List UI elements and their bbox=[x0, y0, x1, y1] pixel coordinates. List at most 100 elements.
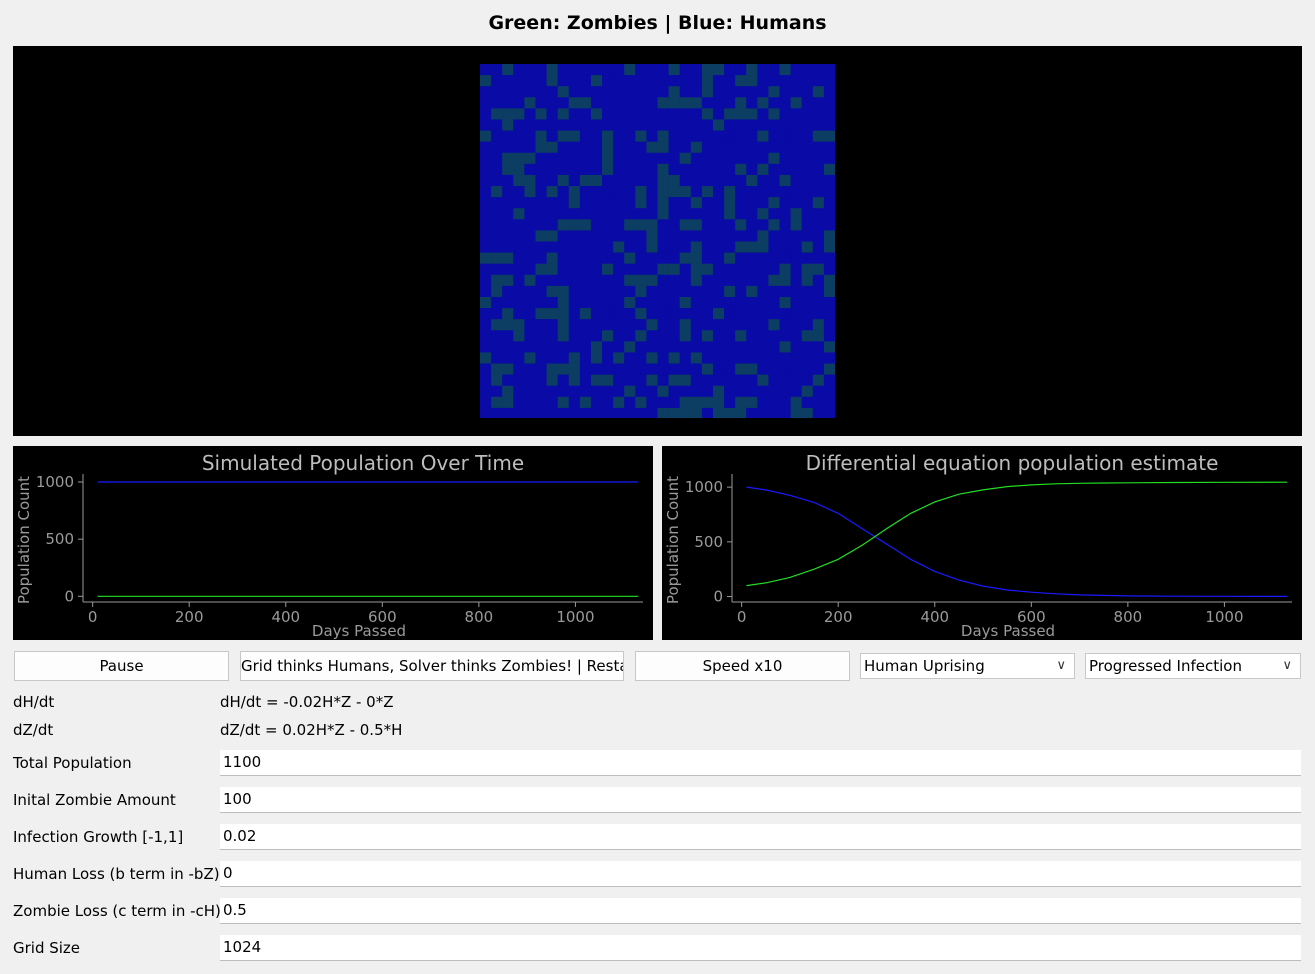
grid-cell bbox=[546, 385, 558, 398]
grid-cell bbox=[602, 385, 614, 398]
grid-cell bbox=[712, 385, 725, 398]
grid-cell bbox=[535, 208, 547, 220]
grid-cell bbox=[679, 263, 692, 276]
grid-cell bbox=[790, 141, 803, 154]
grid-cell bbox=[779, 75, 791, 87]
grid-cell bbox=[779, 319, 791, 331]
grid-cell bbox=[668, 285, 680, 298]
grid-cell bbox=[812, 319, 825, 331]
grid-cell bbox=[768, 163, 780, 176]
grid-cell bbox=[746, 152, 758, 165]
grid-cell bbox=[757, 407, 769, 418]
grid-cell bbox=[701, 319, 714, 331]
grid-cell bbox=[657, 252, 669, 264]
grid-size-input[interactable]: 1024 bbox=[220, 935, 1301, 961]
grid-cell bbox=[757, 308, 769, 320]
grid-cell bbox=[812, 252, 825, 264]
grid-cell bbox=[823, 363, 835, 375]
grid-cell bbox=[635, 208, 647, 220]
grid-cell bbox=[568, 263, 581, 276]
grid-cell bbox=[812, 174, 825, 187]
grid-cell bbox=[513, 186, 525, 198]
grid-cell bbox=[557, 86, 570, 98]
x-tick-label: 200 bbox=[824, 608, 853, 626]
speed-button[interactable]: Speed x10 bbox=[635, 651, 850, 681]
grid-cell bbox=[735, 230, 747, 242]
grid-cell bbox=[657, 163, 669, 176]
grid-cell bbox=[712, 319, 725, 331]
grid-cell bbox=[701, 119, 714, 131]
grid-cell bbox=[480, 64, 492, 76]
restart-button[interactable]: Grid thinks Humans, Solver thinks Zombie… bbox=[240, 651, 624, 681]
grid-cell bbox=[679, 274, 692, 287]
grid-cell bbox=[491, 141, 503, 154]
grid-cell bbox=[491, 186, 503, 198]
grid-cell bbox=[480, 86, 492, 98]
grid-cell bbox=[546, 208, 558, 220]
grid-cell bbox=[712, 186, 725, 198]
grid-cell bbox=[513, 86, 525, 98]
initial-zombie-input[interactable]: 100 bbox=[220, 787, 1301, 813]
grid-cell bbox=[590, 330, 603, 342]
grid-cell bbox=[712, 263, 725, 276]
grid-cell bbox=[712, 252, 725, 264]
grid-cell bbox=[768, 263, 780, 276]
grid-cell bbox=[757, 186, 769, 198]
grid-cell bbox=[690, 130, 703, 142]
grid-cell bbox=[568, 86, 581, 98]
grid-cell bbox=[557, 319, 570, 331]
grid-cell bbox=[524, 263, 536, 276]
grid-cell bbox=[513, 285, 525, 298]
grid-cell bbox=[801, 64, 814, 76]
zombie-loss-input[interactable]: 0.5 bbox=[220, 898, 1301, 924]
grid-cell bbox=[557, 197, 570, 209]
grid-cell bbox=[624, 119, 636, 131]
infection-growth-input[interactable]: 0.02 bbox=[220, 824, 1301, 850]
grid-cell bbox=[679, 285, 692, 298]
grid-cell bbox=[535, 363, 547, 375]
grid-cell bbox=[801, 252, 814, 264]
grid-cell bbox=[602, 396, 614, 409]
grid-cell bbox=[724, 352, 736, 364]
grid-cell bbox=[502, 97, 514, 109]
grid-cell bbox=[646, 75, 658, 87]
grid-cell bbox=[668, 86, 680, 98]
grid-cell bbox=[480, 285, 492, 298]
grid-cell bbox=[524, 108, 536, 120]
grid-cell bbox=[480, 219, 492, 231]
grid-cell bbox=[613, 208, 625, 220]
grid-cell bbox=[535, 108, 547, 120]
grid-cell bbox=[735, 363, 747, 375]
grid-cell bbox=[735, 75, 747, 87]
grid-cell bbox=[779, 341, 791, 353]
grid-cell bbox=[712, 396, 725, 409]
grid-cell bbox=[579, 319, 592, 331]
grid-cell bbox=[701, 396, 714, 409]
grid-cell bbox=[757, 64, 769, 76]
grid-cell bbox=[624, 86, 636, 98]
grid-cell bbox=[535, 230, 547, 242]
human-loss-input[interactable]: 0 bbox=[220, 861, 1301, 887]
grid-cell bbox=[491, 407, 503, 418]
total-population-input[interactable]: 1100 bbox=[220, 750, 1301, 776]
grid-cell bbox=[557, 252, 570, 264]
grid-cell bbox=[590, 197, 603, 209]
grid-cell bbox=[568, 152, 581, 165]
grid-cell bbox=[712, 241, 725, 253]
grid-cell bbox=[657, 308, 669, 320]
grid-cell bbox=[590, 208, 603, 220]
grid-cell bbox=[513, 174, 525, 187]
grid-cell bbox=[735, 396, 747, 409]
grid-cell bbox=[801, 407, 814, 418]
grid-cell bbox=[679, 252, 692, 264]
infection-select[interactable]: Progressed Infection ∨ bbox=[1085, 653, 1301, 679]
grid-cell bbox=[768, 374, 780, 387]
grid-cell bbox=[712, 219, 725, 231]
grid-cell bbox=[657, 274, 669, 287]
pause-button[interactable]: Pause bbox=[14, 651, 229, 681]
grid-cell bbox=[735, 274, 747, 287]
grid-cell bbox=[779, 374, 791, 387]
scenario-select[interactable]: Human Uprising ∨ bbox=[860, 653, 1075, 679]
grid-cell bbox=[535, 352, 547, 364]
grid-cell bbox=[701, 97, 714, 109]
